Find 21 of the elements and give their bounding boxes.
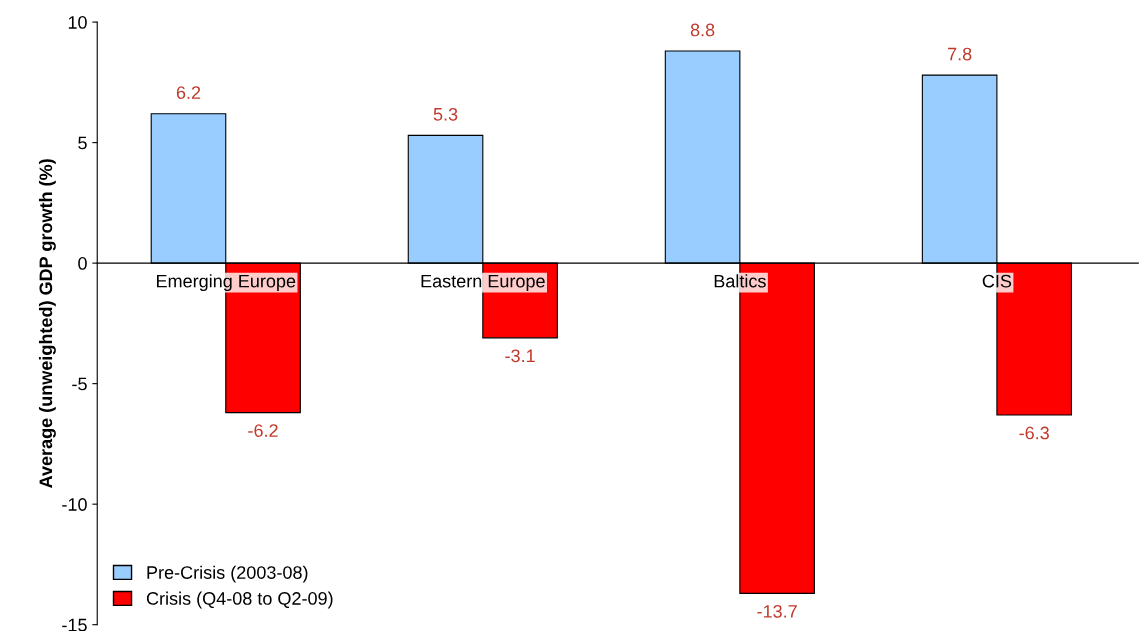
y-tick-label: 5	[78, 136, 87, 150]
data-label: -6.3	[1019, 426, 1049, 440]
legend-label: Pre-Crisis (2003-08)	[147, 565, 308, 583]
data-label: 8.8	[690, 23, 715, 37]
x-tick-label: CIS	[982, 274, 1012, 288]
data-label: 6.2	[176, 86, 201, 99]
data-label: 7.8	[948, 47, 972, 61]
y-tick-label: 10	[68, 16, 87, 29]
x-tick-label: Eastern Europe	[421, 274, 545, 292]
x-tick-label: Baltics	[714, 274, 766, 288]
data-label: -3.1	[505, 349, 535, 363]
data-label: -13.7	[757, 604, 797, 618]
y-tick-label: 0	[78, 257, 87, 270]
legend-label: Crisis (Q4-08 to Q2-09)	[146, 591, 333, 609]
y-tick-label: -10	[62, 498, 87, 511]
y-tick-label: -5	[72, 377, 87, 391]
y-tick-label: -15	[62, 618, 87, 631]
data-label: 5.3	[433, 107, 458, 121]
y-axis-title: Average (unweighted) GDP growth (%)	[38, 159, 56, 488]
data-label: -6.2	[248, 424, 278, 437]
x-tick-label: Emerging Europe	[156, 274, 296, 292]
